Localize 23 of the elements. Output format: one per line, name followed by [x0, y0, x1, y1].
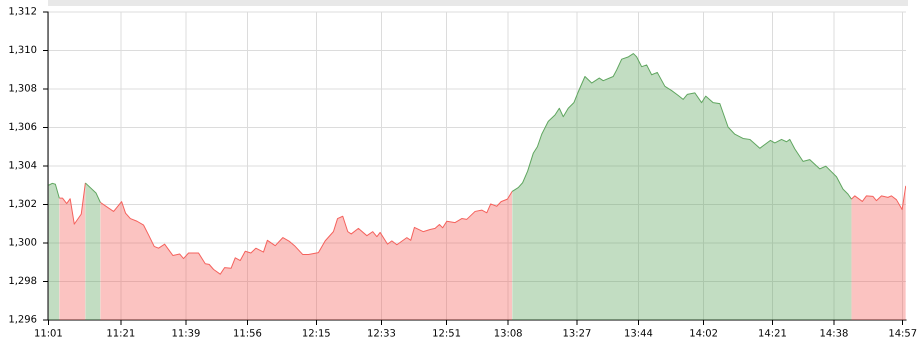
x-tick-label: 11:39 — [172, 328, 200, 340]
x-tick-label: 14:57 — [888, 328, 918, 340]
y-tick-label: 1,310 — [8, 45, 37, 56]
x-tick-label: 13:27 — [562, 328, 592, 340]
y-tick-label: 1,296 — [8, 314, 37, 326]
x-tick-label: 14:21 — [758, 328, 787, 340]
x-tick-label: 12:33 — [367, 328, 396, 340]
y-tick-label: 1,302 — [8, 199, 37, 210]
x-tick-label: 11:56 — [233, 328, 262, 340]
x-tick-label: 11:01 — [34, 328, 63, 340]
x-tick-label: 13:44 — [624, 328, 653, 340]
y-tick-label: 1,300 — [8, 238, 37, 249]
x-tick-label: 14:02 — [689, 328, 718, 340]
y-tick-label: 1,298 — [8, 276, 37, 288]
x-tick-label: 12:51 — [432, 328, 462, 340]
x-tick-label: 14:38 — [820, 328, 848, 340]
y-tick-label: 1,312 — [8, 6, 37, 18]
y-tick-label: 1,304 — [8, 160, 37, 172]
y-tick-label: 1,306 — [8, 122, 37, 134]
x-tick-label: 12:15 — [302, 328, 331, 340]
y-tick-label: 1,308 — [8, 84, 37, 95]
x-tick-label: 13:08 — [494, 328, 523, 340]
x-tick-label: 11:21 — [106, 328, 136, 340]
